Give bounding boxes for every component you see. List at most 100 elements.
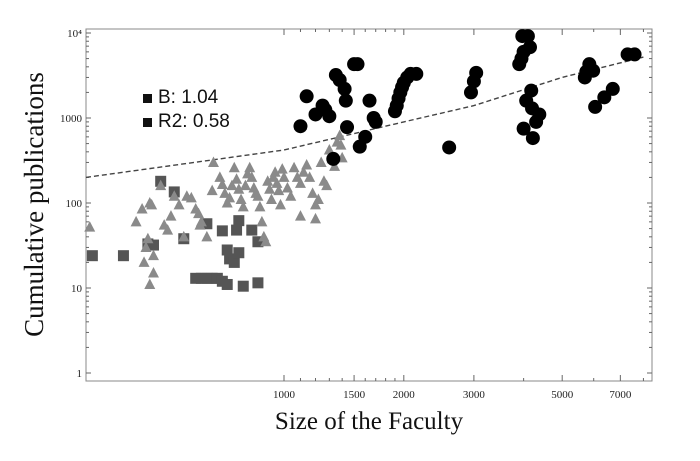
triangle-marker [252,190,264,201]
square-marker [221,244,233,256]
triangle-marker [138,256,150,267]
circle-marker [469,65,484,80]
circle-marker [362,93,377,108]
square-marker [231,224,243,236]
circle-marker [525,131,540,146]
triangle-marker [224,191,236,203]
triangle-marker [84,221,96,232]
triangle-marker [147,267,159,278]
triangle-marker [312,193,324,204]
triangle-marker [281,182,293,193]
triangle-marker [285,190,297,201]
circle-marker [368,114,383,129]
triangle-marker [307,187,319,198]
circle-marker [293,119,308,134]
triangle-marker [310,212,322,224]
triangle-marker [298,166,310,177]
triangle-marker [321,179,333,191]
triangle-marker [214,171,226,182]
x-tick-label: 1000 [273,389,296,401]
square-marker [201,218,213,230]
square-marker [216,225,228,237]
square-marker [246,224,258,236]
triangle-marker [334,129,346,141]
triangle-marker [239,179,251,191]
triangle-marker [233,183,245,194]
y-tick-label: 1 [77,368,83,380]
y-tick-label: 10 [71,283,83,295]
y-tick-label: 10⁴ [67,28,82,40]
legend-label: R2: 0.58 [158,111,230,132]
triangle-marker [195,215,207,227]
triangle-marker [301,158,313,170]
square-marker [221,278,233,290]
circle-marker [409,66,424,81]
circle-marker [586,63,601,78]
circle-marker [338,93,353,108]
triangle-marker [231,173,243,184]
circle-marker [588,99,603,114]
triangle-marker [260,235,272,247]
circle-marker [337,81,352,96]
triangle-marker [228,161,240,173]
triangle-marker [168,190,180,201]
triangle-marker [294,210,306,221]
circle-marker [358,129,373,144]
circle-marker [522,40,537,55]
circle-marker [516,121,531,136]
triangle-marker [256,215,268,227]
y-axis-label: Cumulative publications [14,28,54,380]
square-marker [237,280,249,292]
triangle-marker [219,187,231,198]
triangle-marker [273,184,285,196]
x-axis-ticks: 1000 1500 2000 3000 5000 7000 [273,29,644,401]
circle-marker [597,90,612,105]
triangle-marker [216,178,228,190]
y-tick-label: 1000 [60,113,83,125]
data-points [84,29,642,292]
triangle-marker [288,161,300,173]
triangle-marker [206,184,218,196]
plot-frame [85,28,653,382]
x-tick-label: 3000 [463,389,486,401]
circle-marker [350,57,365,72]
triangle-marker [193,207,205,219]
square-marker [86,250,98,262]
legend-label: B: 1.04 [158,87,219,108]
x-tick-label: 5000 [551,389,574,401]
triangle-marker [155,179,167,191]
circle-marker [463,85,478,100]
square-marker [252,277,264,289]
legend-entry-b: B: 1.04 [143,86,230,110]
triangle-marker [271,177,283,188]
triangle-marker [140,241,152,252]
square-marker [190,272,202,284]
triangle-marker [185,191,197,203]
triangle-marker [246,171,258,182]
triangle-marker [142,232,154,244]
triangle-marker [237,200,249,212]
triangle-marker [136,202,148,214]
triangle-marker [310,198,322,210]
square-marker [147,239,159,251]
triangle-marker [269,166,281,177]
triangle-marker [130,215,142,227]
circle-marker [605,81,620,96]
x-axis-label: Size of the Faculty [274,408,464,435]
triangle-marker [146,198,158,210]
square-marker [233,247,245,259]
triangle-marker [265,193,277,204]
triangle-marker [165,210,177,221]
circle-marker [299,89,314,104]
triangle-marker [254,200,266,212]
square-marker [117,250,129,262]
triangle-marker [207,156,219,167]
legend-entry-r2: R2: 0.58 [143,110,230,134]
x-tick-label: 7000 [609,389,632,401]
circle-marker [442,140,457,155]
triangle-marker [275,198,287,210]
triangle-marker [226,179,238,191]
triangle-marker [162,224,174,235]
triangle-marker [278,171,290,182]
legend: B: 1.04 R2: 0.58 [143,86,230,134]
